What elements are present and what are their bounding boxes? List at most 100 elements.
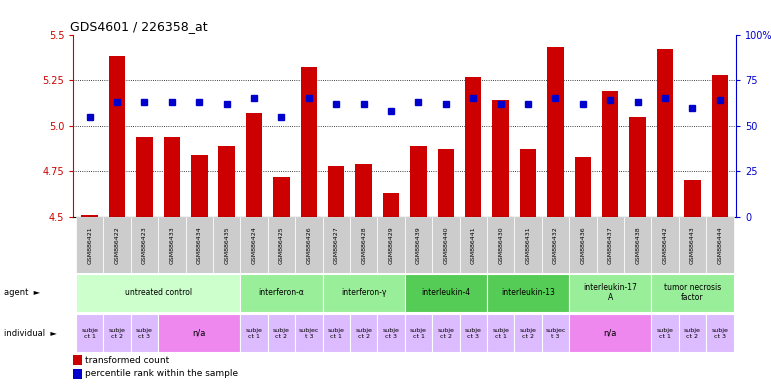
Text: subje
ct 1: subje ct 1 bbox=[410, 328, 427, 339]
Text: GSM886423: GSM886423 bbox=[142, 226, 147, 264]
Bar bbox=[322, 314, 350, 352]
Bar bbox=[569, 274, 651, 312]
Bar bbox=[433, 314, 460, 352]
Bar bbox=[186, 217, 213, 273]
Text: GSM886436: GSM886436 bbox=[581, 226, 585, 263]
Text: GSM886429: GSM886429 bbox=[389, 226, 393, 264]
Text: n/a: n/a bbox=[604, 329, 617, 338]
Text: interleukin-4: interleukin-4 bbox=[421, 288, 470, 297]
Bar bbox=[487, 217, 514, 273]
Text: interleukin-13: interleukin-13 bbox=[501, 288, 555, 297]
Bar bbox=[163, 137, 180, 217]
Bar bbox=[76, 274, 241, 312]
Text: GSM886432: GSM886432 bbox=[553, 226, 558, 264]
Bar bbox=[73, 369, 82, 379]
Text: GSM886431: GSM886431 bbox=[526, 226, 530, 263]
Bar bbox=[520, 149, 537, 217]
Bar bbox=[487, 314, 514, 352]
Text: GSM886421: GSM886421 bbox=[87, 226, 93, 263]
Text: subje
ct 1: subje ct 1 bbox=[328, 328, 345, 339]
Bar bbox=[268, 314, 295, 352]
Text: GSM886434: GSM886434 bbox=[197, 226, 202, 264]
Bar bbox=[73, 355, 82, 366]
Bar bbox=[514, 217, 542, 273]
Bar bbox=[493, 100, 509, 217]
Bar bbox=[574, 157, 591, 217]
Bar bbox=[76, 217, 103, 273]
Bar bbox=[597, 217, 624, 273]
Bar bbox=[651, 217, 678, 273]
Bar bbox=[602, 91, 618, 217]
Bar bbox=[103, 217, 131, 273]
Bar bbox=[542, 217, 569, 273]
Bar bbox=[131, 217, 158, 273]
Text: GSM886437: GSM886437 bbox=[608, 226, 613, 264]
Bar bbox=[678, 217, 706, 273]
Text: tumor necrosis
factor: tumor necrosis factor bbox=[664, 283, 721, 303]
Text: GSM886441: GSM886441 bbox=[471, 226, 476, 263]
Text: GSM886440: GSM886440 bbox=[443, 226, 449, 263]
Text: subje
ct 3: subje ct 3 bbox=[136, 328, 153, 339]
Text: interferon-α: interferon-α bbox=[258, 288, 305, 297]
Bar bbox=[684, 180, 701, 217]
Bar bbox=[405, 274, 487, 312]
Text: subjec
t 3: subjec t 3 bbox=[545, 328, 566, 339]
Bar bbox=[460, 314, 487, 352]
Text: GSM886428: GSM886428 bbox=[361, 226, 366, 263]
Bar bbox=[405, 217, 433, 273]
Bar bbox=[377, 217, 405, 273]
Bar bbox=[76, 314, 103, 352]
Bar bbox=[355, 164, 372, 217]
Text: subje
ct 3: subje ct 3 bbox=[382, 328, 399, 339]
Bar bbox=[350, 217, 377, 273]
Text: untreated control: untreated control bbox=[125, 288, 192, 297]
Text: GSM886426: GSM886426 bbox=[306, 226, 311, 263]
Text: subje
ct 1: subje ct 1 bbox=[492, 328, 509, 339]
Bar bbox=[651, 314, 678, 352]
Text: GSM886424: GSM886424 bbox=[251, 226, 257, 264]
Bar bbox=[322, 274, 405, 312]
Bar bbox=[158, 314, 241, 352]
Bar bbox=[241, 274, 322, 312]
Bar bbox=[273, 177, 290, 217]
Bar bbox=[241, 314, 268, 352]
Text: subje
ct 2: subje ct 2 bbox=[520, 328, 537, 339]
Text: GSM886430: GSM886430 bbox=[498, 226, 503, 263]
Bar bbox=[377, 314, 405, 352]
Text: GSM886433: GSM886433 bbox=[170, 226, 174, 264]
Bar bbox=[241, 217, 268, 273]
Bar bbox=[218, 146, 235, 217]
Text: interleukin-17
A: interleukin-17 A bbox=[584, 283, 637, 303]
Text: GSM886427: GSM886427 bbox=[334, 226, 338, 264]
Bar bbox=[383, 193, 399, 217]
Text: subje
ct 2: subje ct 2 bbox=[109, 328, 126, 339]
Bar bbox=[542, 314, 569, 352]
Text: subje
ct 2: subje ct 2 bbox=[273, 328, 290, 339]
Text: individual  ►: individual ► bbox=[4, 329, 57, 338]
Bar bbox=[514, 314, 542, 352]
Bar bbox=[213, 217, 241, 273]
Bar bbox=[350, 314, 377, 352]
Text: GDS4601 / 226358_at: GDS4601 / 226358_at bbox=[70, 20, 207, 33]
Text: GSM886442: GSM886442 bbox=[662, 226, 668, 264]
Bar bbox=[712, 74, 728, 217]
Bar bbox=[158, 217, 186, 273]
Bar bbox=[109, 56, 126, 217]
Bar bbox=[706, 217, 733, 273]
Bar bbox=[657, 49, 673, 217]
Bar bbox=[131, 314, 158, 352]
Bar bbox=[624, 217, 651, 273]
Text: subje
ct 1: subje ct 1 bbox=[81, 328, 98, 339]
Text: subje
ct 1: subje ct 1 bbox=[246, 328, 262, 339]
Text: GSM886438: GSM886438 bbox=[635, 226, 640, 263]
Text: subje
ct 3: subje ct 3 bbox=[712, 328, 729, 339]
Bar bbox=[706, 314, 733, 352]
Text: GSM886443: GSM886443 bbox=[690, 226, 695, 264]
Text: subje
ct 2: subje ct 2 bbox=[437, 328, 454, 339]
Bar bbox=[438, 149, 454, 217]
Text: interferon-γ: interferon-γ bbox=[341, 288, 386, 297]
Text: subjec
t 3: subjec t 3 bbox=[298, 328, 319, 339]
Text: percentile rank within the sample: percentile rank within the sample bbox=[85, 369, 238, 378]
Bar bbox=[465, 76, 482, 217]
Bar bbox=[82, 215, 98, 217]
